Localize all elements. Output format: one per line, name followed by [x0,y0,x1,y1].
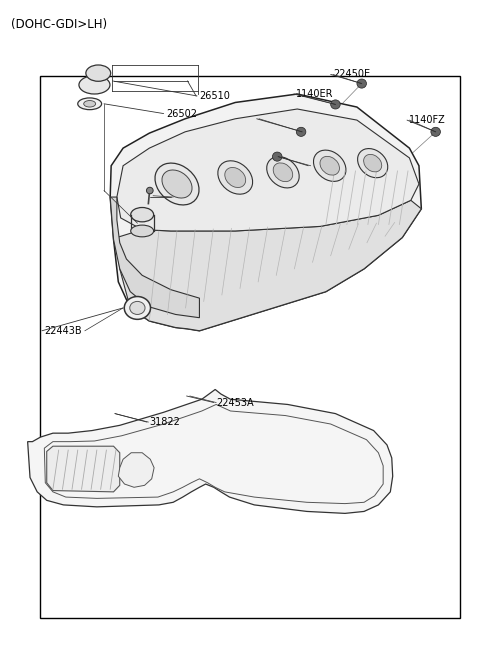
Text: 26510: 26510 [199,91,230,101]
Polygon shape [28,390,393,514]
Text: 26502: 26502 [166,109,197,119]
Ellipse shape [86,65,111,81]
Polygon shape [117,200,421,331]
Ellipse shape [131,225,154,237]
Polygon shape [117,109,419,231]
Text: 22453A: 22453A [216,398,254,407]
Text: 22450E: 22450E [333,69,370,79]
Ellipse shape [225,168,246,187]
Text: 22410B: 22410B [259,114,297,124]
Ellipse shape [273,163,293,181]
Ellipse shape [331,100,340,109]
Ellipse shape [79,76,110,94]
Text: 22441P: 22441P [311,160,348,171]
Ellipse shape [313,150,346,181]
Ellipse shape [267,157,299,188]
Text: (DOHC-GDI>LH): (DOHC-GDI>LH) [11,18,107,31]
Polygon shape [110,94,421,331]
Ellipse shape [130,301,145,314]
Ellipse shape [155,163,199,205]
Ellipse shape [431,127,441,136]
Ellipse shape [124,297,151,320]
Text: 29246: 29246 [173,192,204,202]
Polygon shape [110,197,199,318]
Ellipse shape [358,149,388,178]
Ellipse shape [146,187,153,194]
Ellipse shape [357,79,366,88]
Text: 1140ER: 1140ER [296,89,334,99]
Ellipse shape [320,157,339,175]
Polygon shape [47,446,120,492]
Polygon shape [118,453,154,487]
Ellipse shape [162,170,192,198]
Text: 31822: 31822 [149,417,180,427]
Ellipse shape [364,155,382,172]
Text: 1140FZ: 1140FZ [409,115,446,125]
Ellipse shape [273,152,282,161]
Text: 22443B: 22443B [44,326,82,336]
Ellipse shape [131,208,154,222]
Bar [39,77,459,618]
Ellipse shape [296,127,306,136]
Ellipse shape [218,160,252,194]
Ellipse shape [78,98,102,109]
Ellipse shape [84,100,96,107]
